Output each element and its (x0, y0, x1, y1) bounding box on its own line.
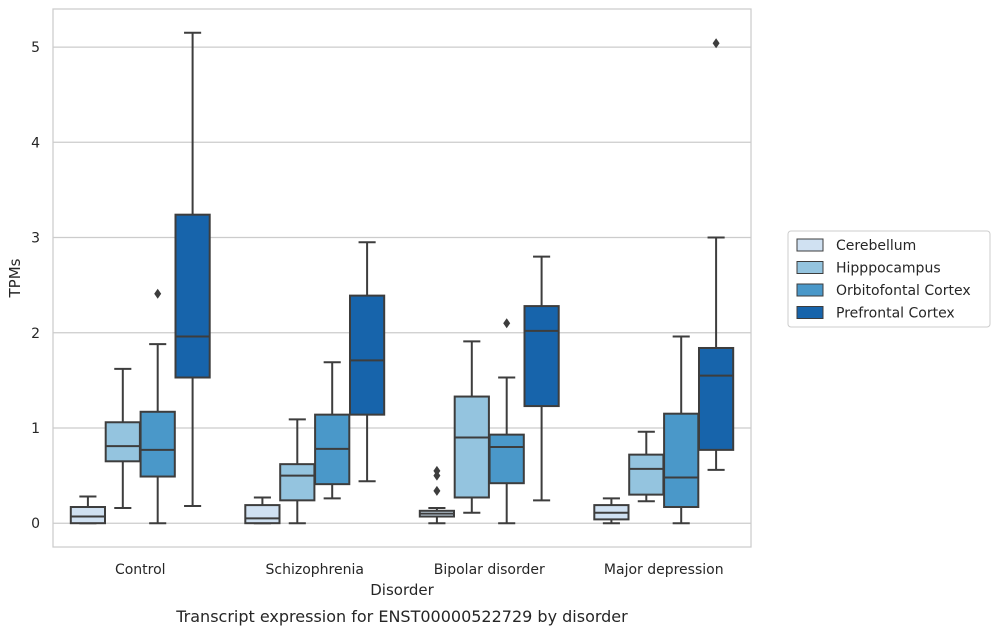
outlier-point (712, 38, 720, 49)
box-iqr (279, 463, 316, 502)
y-tick-label: 0 (31, 516, 40, 532)
box-iqr (69, 506, 107, 525)
box-element (174, 31, 211, 508)
legend-swatch (796, 238, 824, 252)
x-tick-label: Schizophrenia (266, 562, 364, 578)
plot-frame (52, 8, 752, 548)
x-tick-labels: Control Schizophrenia Bipolar disorder Majo… (115, 562, 724, 578)
box-element (104, 367, 141, 509)
box-iqr (523, 305, 560, 408)
box-element (697, 38, 735, 471)
outlier-point (154, 288, 162, 299)
box-iqr (697, 346, 735, 451)
series-orbitofontal-cortex (139, 288, 700, 525)
box-element (418, 465, 456, 525)
box-iqr (104, 421, 141, 463)
y-tick-label: 3 (31, 231, 40, 247)
outlier-point (433, 465, 441, 476)
box-iqr (244, 504, 281, 525)
box-iqr (139, 410, 176, 478)
legend-label: Prefrontal Cortex (836, 306, 955, 322)
box-element (453, 340, 490, 514)
box-iqr (663, 412, 700, 509)
series-hipppocampus (104, 340, 665, 525)
box-iqr (488, 433, 525, 485)
x-tick-label: Control (115, 562, 166, 578)
y-tick-label: 4 (31, 135, 40, 151)
box-element (628, 430, 665, 503)
box-element (244, 496, 281, 525)
x-tick-label: Bipolar disorder (434, 562, 545, 578)
box-iqr (628, 453, 665, 496)
y-tick-label: 2 (31, 326, 40, 342)
box-iqr (453, 395, 490, 499)
legend-swatch (796, 261, 824, 274)
box-element (348, 241, 386, 483)
x-tick-label: Major depression (604, 562, 724, 578)
y-tick-label: 5 (31, 40, 40, 56)
box-element (523, 255, 560, 502)
chart-caption: Transcript expression for ENST0000052272… (175, 607, 628, 626)
box-element (663, 335, 700, 525)
outlier-point (433, 485, 441, 496)
series-cerebellum (69, 465, 630, 525)
box-element (69, 495, 107, 525)
legend-swatch (796, 283, 824, 297)
box-iqr (348, 294, 386, 416)
box-element (488, 318, 525, 525)
box-element (593, 497, 630, 525)
box-element (314, 361, 351, 500)
box-series (69, 31, 735, 525)
y-axis-label: TPMs (6, 258, 24, 298)
legend-label: Orbitofontal Cortex (836, 283, 971, 299)
y-tick-label: 1 (31, 421, 40, 437)
series-prefrontal-cortex (174, 31, 735, 508)
box-element (139, 288, 176, 525)
outlier-point (503, 318, 511, 329)
legend: Cerebellum Hipppocampus Orbitofontal Corte… (787, 230, 991, 328)
box-element (279, 418, 316, 525)
legend-frame (787, 230, 991, 328)
legend-label: Cerebellum (836, 238, 916, 254)
box-iqr (174, 213, 211, 379)
legend-swatch (796, 306, 824, 319)
legend-label: Hipppocampus (836, 261, 941, 277)
y-tick-labels: 0 1 2 3 4 5 (31, 40, 40, 532)
x-axis-label: Disorder (370, 581, 434, 599)
